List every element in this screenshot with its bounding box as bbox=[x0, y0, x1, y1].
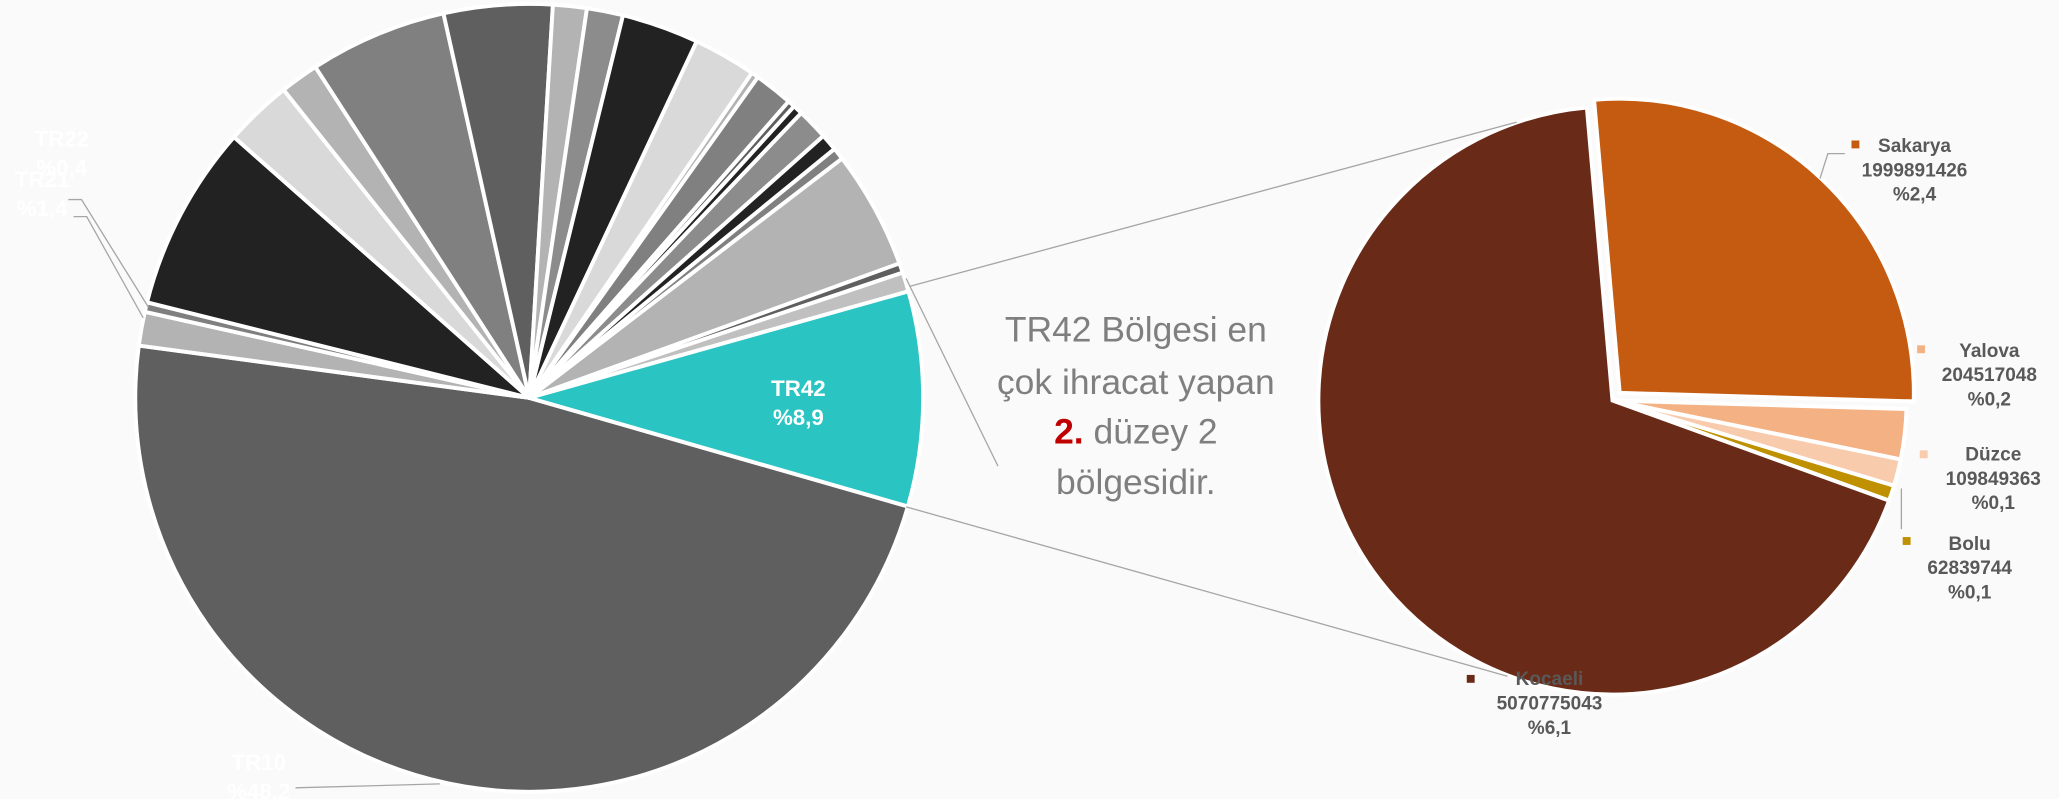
data-label: 204517048 bbox=[1942, 365, 2037, 386]
legend-marker bbox=[1917, 345, 1926, 354]
data-label: %0,2 bbox=[1968, 390, 2011, 411]
annotation: bölgesidir. bbox=[1056, 462, 1216, 502]
data-label: 62839744 bbox=[1927, 558, 2012, 579]
pie-slice bbox=[1591, 96, 1916, 404]
data-label: %6,1 bbox=[1528, 718, 1572, 739]
pie-slice bbox=[312, 11, 532, 399]
data-label: TR21 bbox=[15, 167, 70, 192]
legend-marker bbox=[1466, 674, 1475, 683]
legend-marker bbox=[1851, 140, 1860, 149]
data-label: Düzce bbox=[1965, 445, 2021, 466]
data-label: Sakarya bbox=[1878, 136, 1951, 157]
data-label: %0,4 bbox=[36, 155, 87, 180]
data-label: %48,2 bbox=[227, 779, 290, 799]
leader-line bbox=[73, 215, 144, 319]
annotation: düzey 2 bbox=[1084, 412, 1218, 452]
annotation: 2. düzey 2 bbox=[1054, 412, 1218, 452]
data-label: Yalova bbox=[1959, 341, 2020, 362]
annotation-rank: 2. bbox=[1054, 412, 1084, 452]
leader-line bbox=[68, 198, 149, 308]
secondary-pie bbox=[1316, 96, 1916, 697]
data-label: 109849363 bbox=[1946, 469, 2041, 490]
pie-slice bbox=[1316, 105, 1892, 697]
annotation: çok ihracat yapan bbox=[997, 362, 1275, 402]
data-label: TR10 bbox=[231, 750, 286, 775]
data-label: TR42 bbox=[771, 376, 826, 401]
leader-line bbox=[295, 783, 440, 789]
main-pie bbox=[133, 2, 926, 794]
data-label: %8,9 bbox=[773, 405, 824, 430]
legend-marker bbox=[1919, 450, 1928, 459]
data-label: %2,4 bbox=[1893, 185, 1937, 206]
data-label: %0,1 bbox=[1948, 583, 1992, 604]
data-label: %1,4 bbox=[17, 196, 68, 221]
pie-slice bbox=[144, 134, 531, 400]
connector-line bbox=[909, 121, 1517, 287]
data-label: 1999891426 bbox=[1862, 160, 1968, 181]
data-label: 5070775043 bbox=[1497, 693, 1603, 714]
connector-line bbox=[905, 506, 1508, 677]
data-label: %0,1 bbox=[1972, 493, 2016, 514]
data-label: TR22 bbox=[34, 126, 89, 151]
labels: TR10 %48,2 TR21 %1,4 TR22 %0,4 TR42 %8,9 Sakarya… bbox=[15, 126, 2041, 799]
leader-line bbox=[1819, 152, 1845, 179]
data-label: Kocaeli bbox=[1516, 669, 1584, 690]
pie-slice bbox=[133, 343, 911, 794]
data-label: Bolu bbox=[1949, 534, 1991, 555]
annotation: TR42 Bölgesi en bbox=[1005, 310, 1267, 350]
leader-line bbox=[905, 278, 999, 467]
pie-slice bbox=[522, 288, 926, 509]
legend-marker bbox=[1902, 537, 1911, 545]
